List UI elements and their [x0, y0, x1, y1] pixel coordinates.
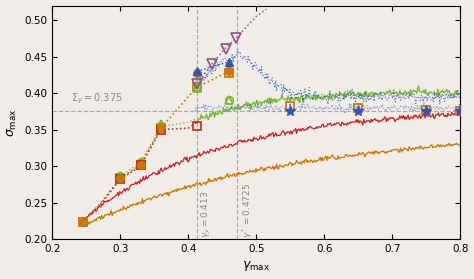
Text: $\gamma^* = 0.4725$: $\gamma^* = 0.4725$	[240, 182, 255, 238]
Text: $\Sigma_y = 0.375$: $\Sigma_y = 0.375$	[71, 92, 123, 106]
Text: $\gamma_y = 0.413$: $\gamma_y = 0.413$	[200, 190, 213, 238]
X-axis label: $\gamma_{\mathrm{max}}$: $\gamma_{\mathrm{max}}$	[242, 259, 270, 273]
Y-axis label: $\sigma_{\mathrm{max}}$: $\sigma_{\mathrm{max}}$	[6, 108, 18, 137]
